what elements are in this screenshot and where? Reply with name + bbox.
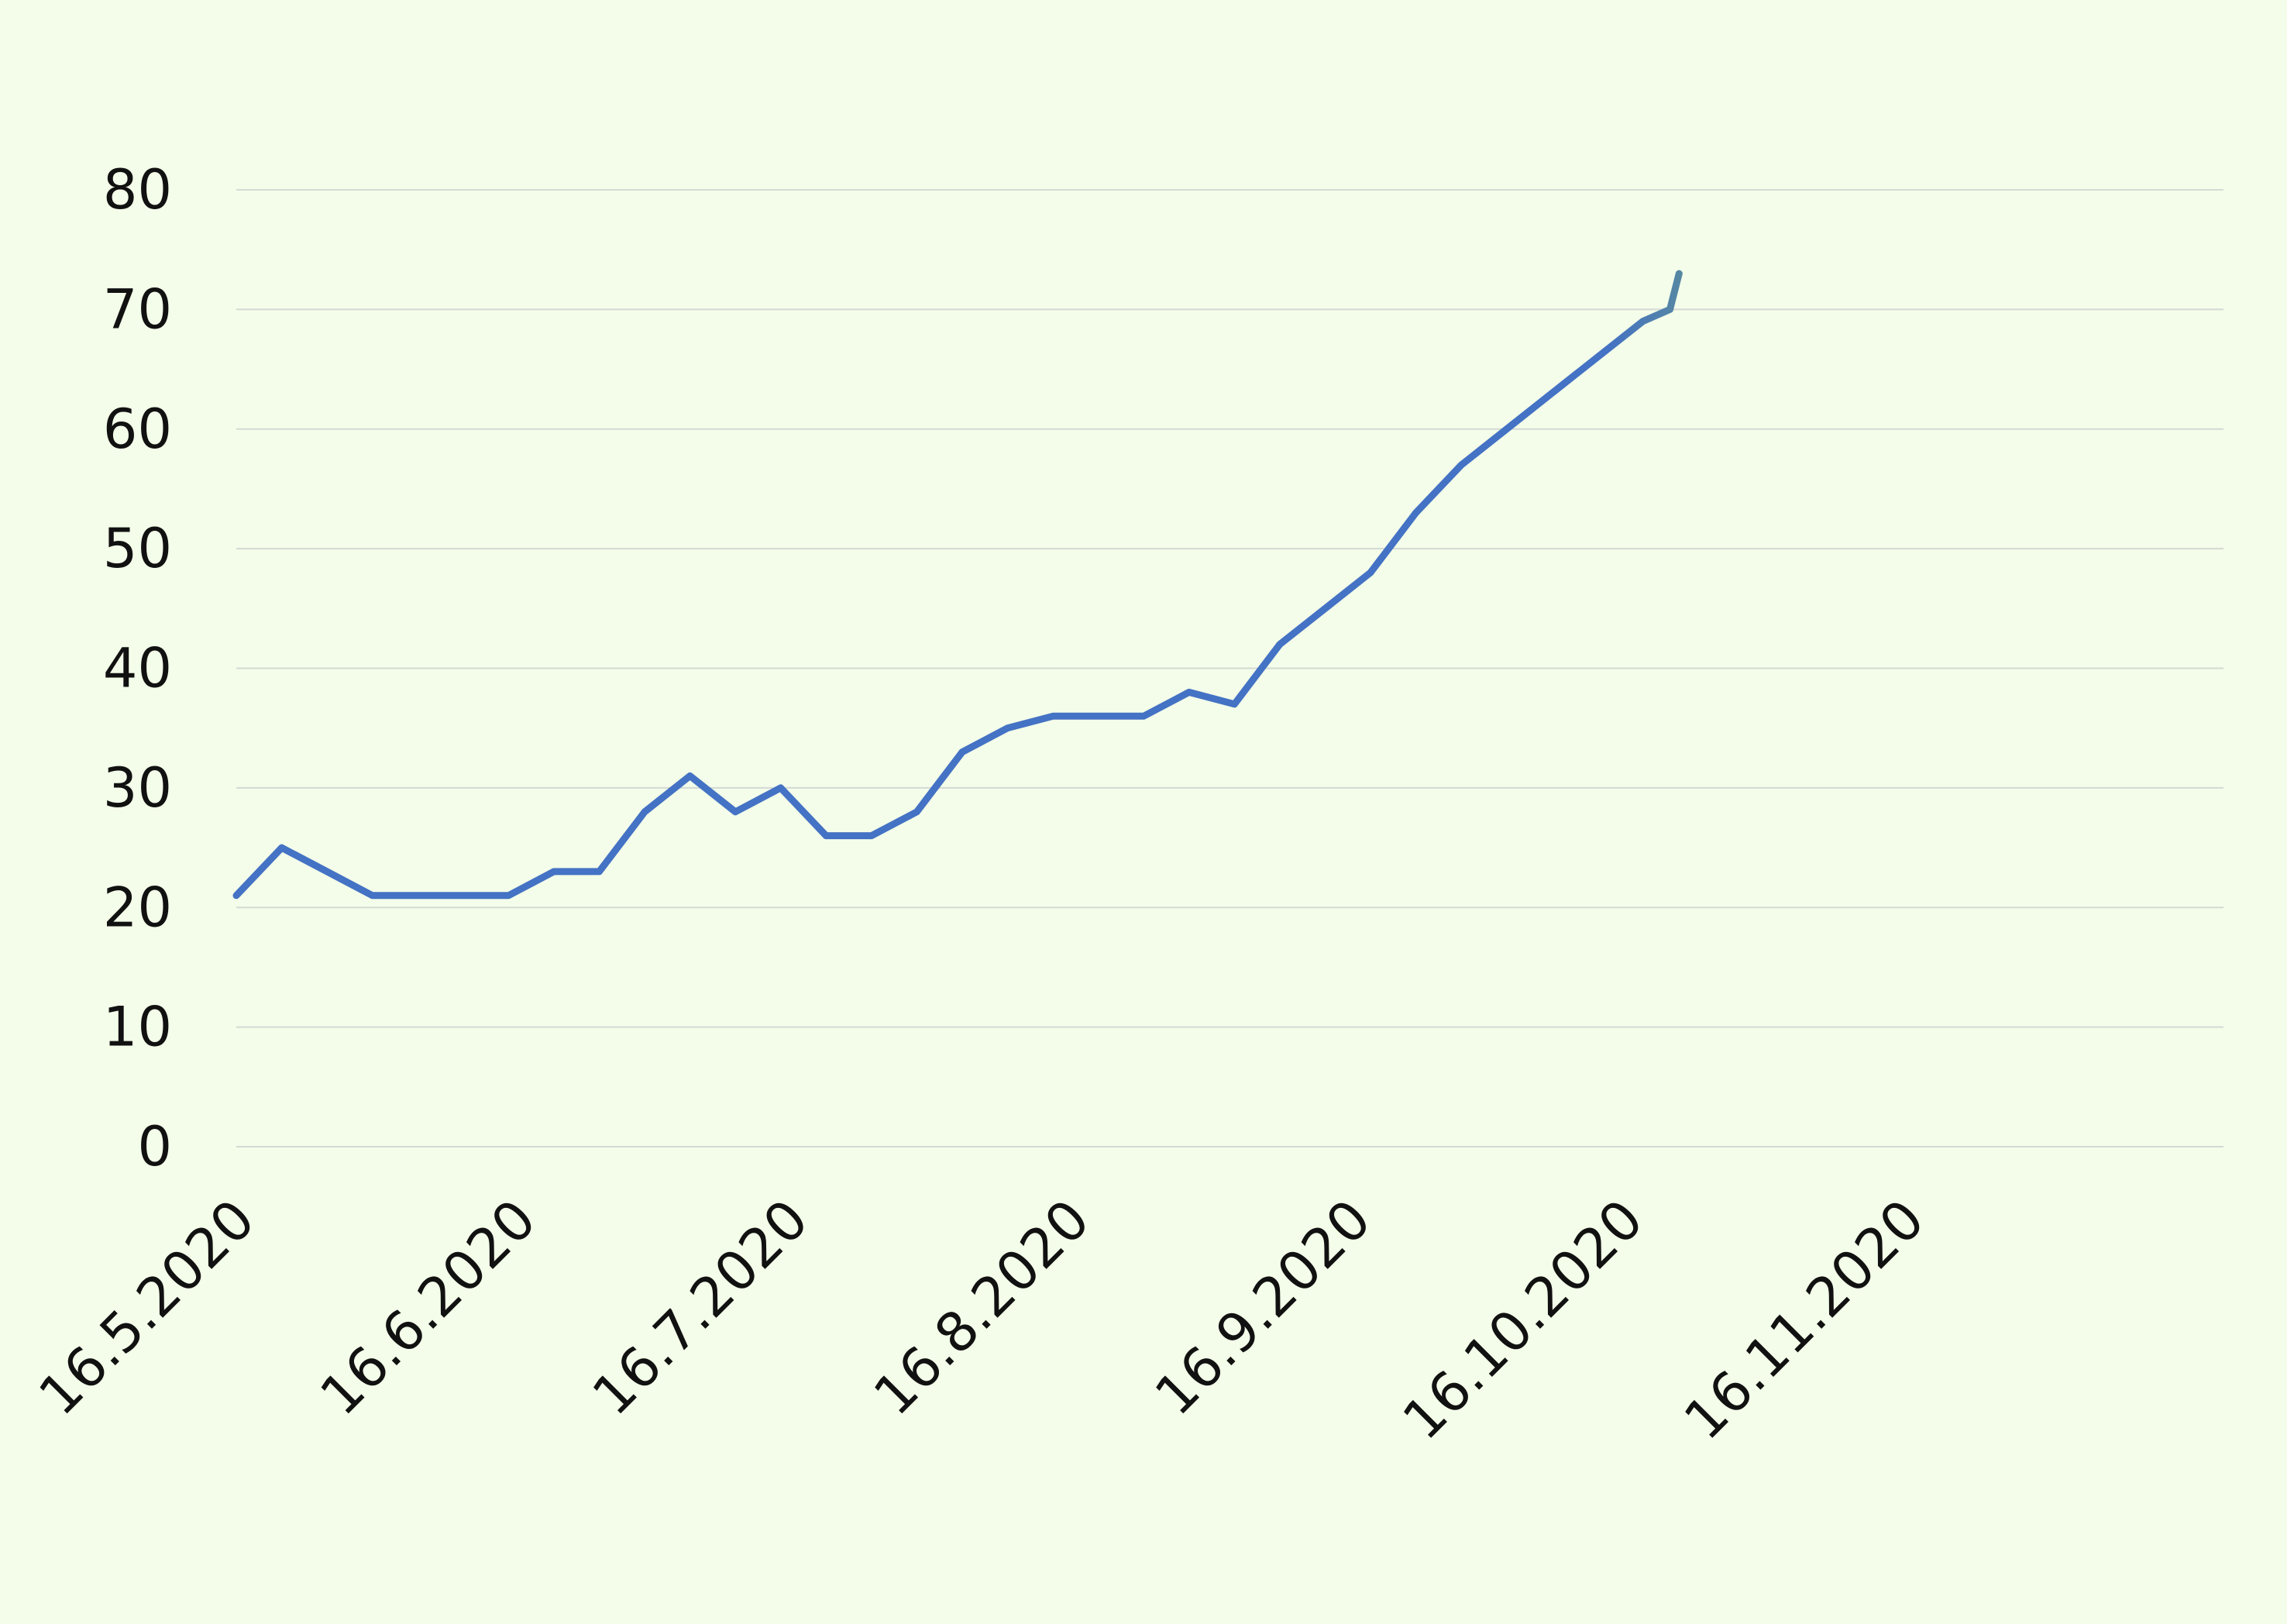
y-tick-label: 70 <box>103 277 172 341</box>
y-tick-label: 30 <box>103 756 172 820</box>
y-tick-label: 60 <box>103 397 172 461</box>
x-tick-label: 16.7.2020 <box>580 1187 820 1427</box>
x-axis-ticks: 16.5.2020 16.6.2020 16.7.2020 16.8.2020 16.9… <box>27 1187 1937 1451</box>
y-tick-label: 0 <box>137 1115 172 1178</box>
y-axis-ticks: 0 10 20 30 40 50 60 70 80 <box>103 158 172 1178</box>
x-tick-label: 16.6.2020 <box>308 1187 549 1427</box>
series-layer <box>232 270 1683 900</box>
y-tick-label: 80 <box>103 158 172 222</box>
series-line <box>232 270 1683 900</box>
x-tick-label: 16.11.2020 <box>1672 1187 1936 1451</box>
y-tick-label: 40 <box>103 637 172 700</box>
x-tick-label: 16.8.2020 <box>861 1187 1102 1427</box>
x-tick-label: 16.10.2020 <box>1391 1187 1655 1451</box>
x-tick-label: 16.9.2020 <box>1143 1187 1383 1427</box>
x-tick-label: 16.5.2020 <box>27 1187 267 1427</box>
y-tick-label: 20 <box>103 876 172 939</box>
y-tick-label: 50 <box>103 517 172 580</box>
grid-lines <box>236 189 2223 1147</box>
y-tick-label: 10 <box>103 996 172 1059</box>
